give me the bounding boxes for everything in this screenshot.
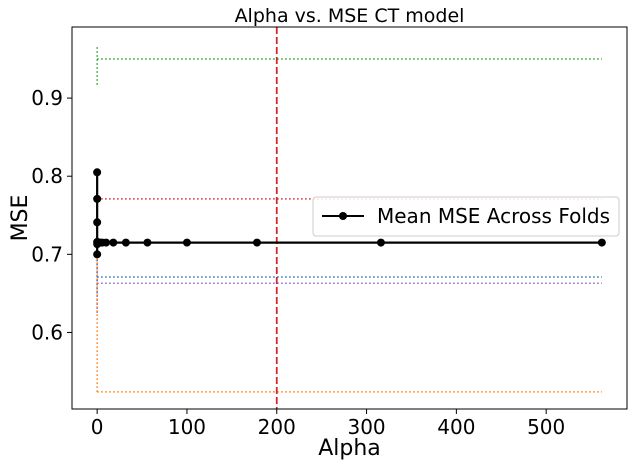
y-tick-label-3: 0.9 <box>31 86 63 110</box>
data-point-16 <box>143 238 152 247</box>
x-tick-label-5: 500 <box>527 415 565 439</box>
x-tick-label-2: 200 <box>258 415 296 439</box>
x-axis-title: Alpha <box>318 436 381 461</box>
plot-frame <box>71 26 628 410</box>
data-point-1 <box>93 194 102 203</box>
chart-title: Alpha vs. MSE CT model <box>235 5 465 27</box>
data-point-19 <box>376 238 385 247</box>
ticks-layer: 0 100 200 300 400 500 0.6 0.7 0.8 0.9 <box>31 86 565 439</box>
data-point-3 <box>93 250 102 259</box>
legend-label-mean-mse: Mean MSE Across Folds <box>377 204 610 228</box>
data-point-13 <box>102 238 111 247</box>
data-point-0 <box>93 168 102 177</box>
y-tick-label-0: 0.6 <box>31 320 63 344</box>
data-point-14 <box>109 238 118 247</box>
y-axis-title: MSE <box>8 195 33 242</box>
x-tick-label-3: 300 <box>347 415 385 439</box>
legend-box <box>312 196 620 237</box>
data-point-20 <box>597 238 606 247</box>
data-point-2 <box>93 218 102 227</box>
legend-marker-mean-mse <box>339 212 347 220</box>
data-point-17 <box>182 238 191 247</box>
data-point-18 <box>253 238 261 247</box>
legend: Mean MSE Across Folds <box>312 196 620 237</box>
x-tick-label-1: 100 <box>168 415 206 439</box>
y-tick-label-2: 0.8 <box>31 164 63 188</box>
x-tick-label-0: 0 <box>91 415 104 439</box>
data-point-15 <box>121 238 130 247</box>
x-tick-label-4: 400 <box>437 415 475 439</box>
y-tick-label-1: 0.7 <box>31 242 63 266</box>
